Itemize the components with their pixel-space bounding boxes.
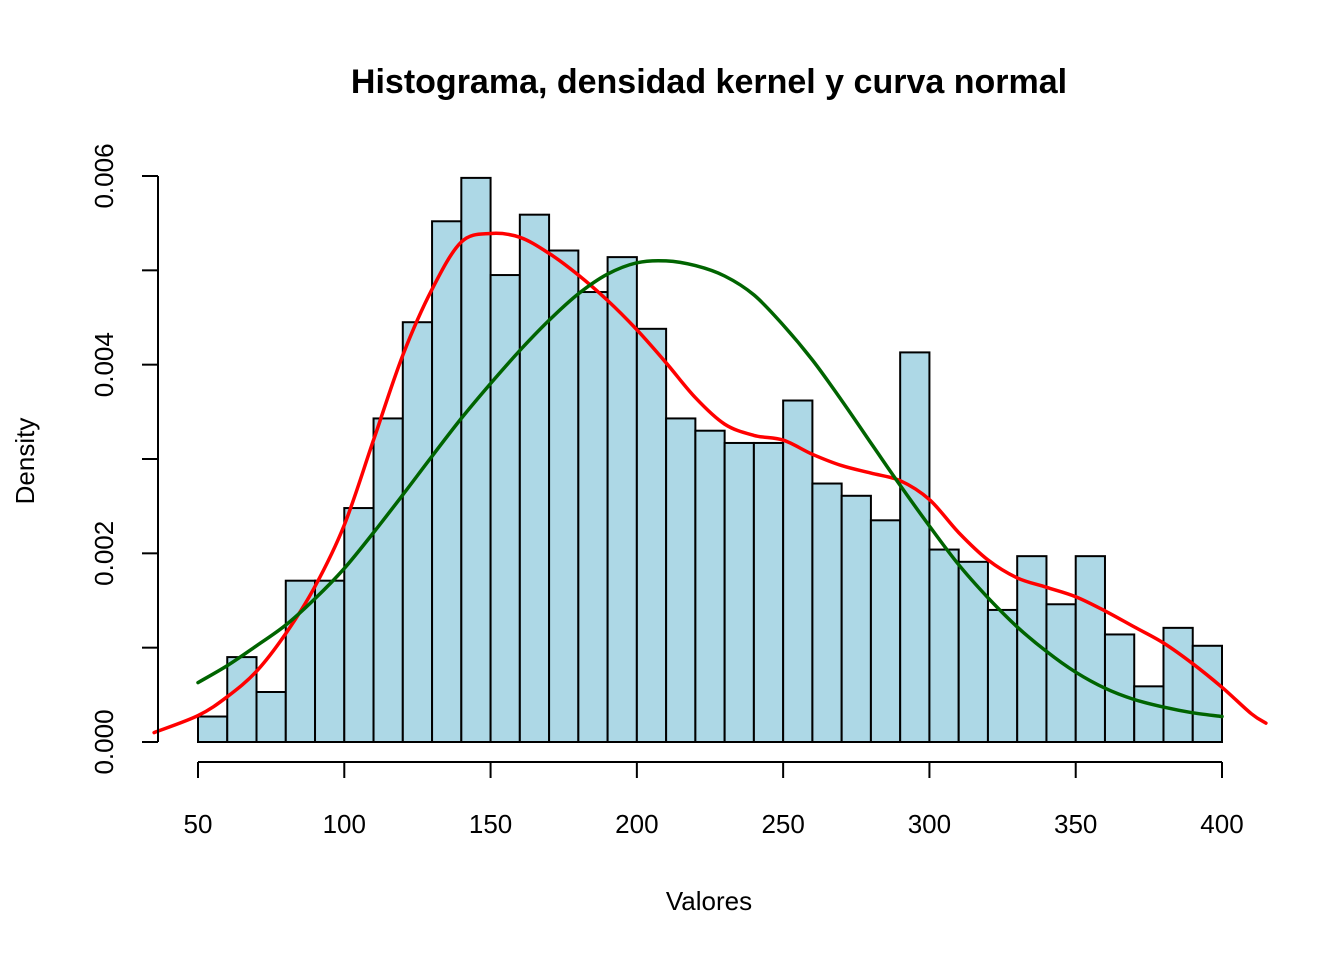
histogram-bar — [489, 274, 521, 743]
histogram-bar — [518, 213, 551, 743]
histogram-bar — [577, 291, 609, 743]
normal-curve — [196, 258, 1224, 719]
histogram-bar — [782, 399, 814, 743]
x-tick-label: 50 — [184, 809, 213, 839]
x-axis: 50 100 150 200 250 300 350 400 — [184, 761, 1244, 839]
histogram-bar — [811, 482, 843, 743]
density-curves — [152, 231, 1268, 735]
x-tick-label: 400 — [1200, 809, 1243, 839]
y-axis: 0.000 0.002 0.004 0.006 — [89, 143, 159, 775]
histogram-bar — [314, 579, 346, 743]
histogram-bar — [635, 327, 668, 743]
histogram-bar — [226, 656, 258, 743]
histogram-bar — [928, 548, 960, 743]
histogram-bar — [869, 519, 902, 743]
x-tick-label: 350 — [1054, 809, 1097, 839]
x-axis-label: Valores — [666, 886, 752, 916]
histogram-bar — [665, 417, 697, 743]
y-tick-label: 0.000 — [89, 709, 119, 774]
kernel-density-curve — [152, 231, 1268, 735]
y-axis-label: Density — [10, 418, 40, 505]
histogram-bar — [460, 176, 492, 744]
x-tick-label: 250 — [761, 809, 804, 839]
histogram-bar — [401, 321, 434, 743]
x-tick-label: 300 — [908, 809, 951, 839]
histogram-bars — [197, 176, 1223, 744]
histogram-bar — [606, 256, 638, 743]
histogram-bar — [1074, 555, 1106, 743]
histogram-bar — [1191, 644, 1223, 744]
x-tick-label: 100 — [323, 809, 366, 839]
y-tick-label: 0.004 — [89, 332, 119, 397]
histogram-bar — [1045, 603, 1077, 743]
histogram-bar — [197, 715, 229, 744]
histogram-bar — [986, 608, 1019, 744]
histogram-bar — [694, 429, 726, 743]
histogram-bar — [840, 494, 872, 744]
histogram-bar — [899, 351, 931, 743]
histogram-bar — [343, 507, 375, 744]
histogram-bar — [957, 560, 989, 743]
histogram-bar — [255, 691, 287, 744]
histogram-bar — [1133, 685, 1165, 743]
histogram-bar — [431, 220, 463, 743]
y-tick-label: 0.002 — [89, 521, 119, 586]
x-tick-label: 150 — [469, 809, 512, 839]
histogram-bar — [723, 441, 755, 743]
x-tick-label: 200 — [615, 809, 658, 839]
histogram-bar — [284, 579, 317, 743]
histogram-bar — [1103, 633, 1136, 744]
chart-title: Histograma, densidad kernel y curva norm… — [351, 63, 1067, 101]
histogram-bar — [548, 249, 580, 743]
y-tick-label: 0.006 — [89, 143, 119, 208]
histogram-bar — [752, 441, 785, 743]
histogram-bar — [372, 417, 404, 743]
